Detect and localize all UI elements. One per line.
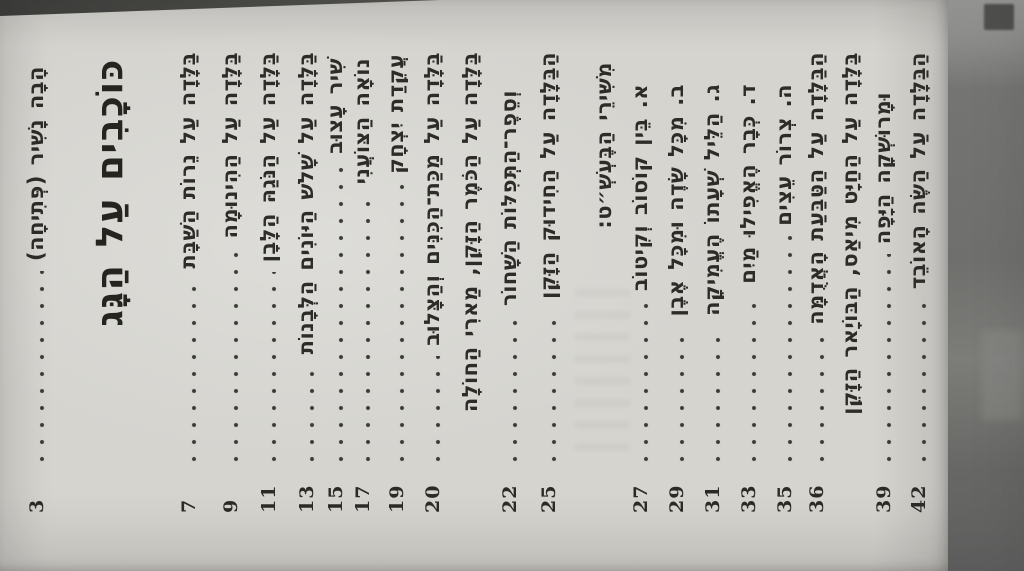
dot-leader [504, 315, 520, 463]
dot-leader [543, 308, 559, 463]
toc-entry: בַּלָּדָה עַל הַכֹּמֶר הַזָּקֵן, מַארִי … [458, 44, 482, 513]
toc-entry-label: בַּלָּדָה עַל הַחַיָּט מִיאַס, הַבּוֹיָא… [838, 52, 862, 415]
dot-leader [391, 183, 407, 463]
page-number: 36 [806, 484, 828, 513]
dot-leader [427, 355, 443, 463]
toc-entry: וְסֵפֶר־הַתְּפִלּוֹת הַשָּׁחוֹר 22 [497, 44, 521, 513]
table-of-contents: הָבָה נָשִׁיר (פְּתִיחָה) 3 כּוֹכָבִים עַל… [0, 8, 1024, 571]
page-number: 27 [630, 484, 652, 513]
dot-leader [357, 194, 373, 463]
dot-leader [671, 326, 687, 463]
backdrop-dark-patch [984, 4, 1014, 30]
page-number: 39 [873, 484, 895, 513]
toc-entry-label: ג. הַלֵּיל שְׁעָתוֹ הֶעֱמִיקָה [700, 84, 724, 316]
toc-entry-label: וּמָרוּשְׁקָה הַיָּפָה [871, 92, 895, 245]
toc-entry: הָבָה נָשִׁיר (פְּתִיחָה) 3 [24, 44, 48, 513]
page-number: 17 [352, 484, 374, 513]
toc-entry-label: בַּלָּדָה עַל נֵרוֹת הַשַּׁבָּת [176, 52, 200, 269]
dot-leader [330, 163, 346, 463]
page-number: 42 [908, 484, 930, 513]
toc-entry: א. בֵּין קוֹסוֹב וְקִיטוֹב 27 [628, 44, 652, 513]
toc-entry-label: הָבָה נָשִׁיר (פְּתִיחָה) [24, 66, 48, 261]
dot-leader [635, 301, 651, 463]
toc-entry-label: בַּלָּדָה עַל הַנֹּגַהּ הַלָּבָן [256, 52, 280, 263]
toc-entry-label: בַּלָּדָה עַל שָׁלֹשׁ הַיּוֹנִים הַלְּבָ… [294, 52, 318, 355]
page-number: 22 [499, 484, 521, 513]
toc-entry: בַּלָּדָה עַל שָׁלֹשׁ הַיּוֹנִים הַלְּבָ… [294, 44, 318, 513]
dot-leader [225, 248, 241, 463]
toc-entry-label: נוֹאָה הַצּוֹעֲנִי [350, 58, 374, 185]
page-number: 31 [702, 484, 724, 513]
toc-entry: ב. מִכָּל שָׂדֶה וּמִכָּל אֶבֶן 29 [664, 44, 688, 513]
toc-entry-label: בַּלָּדָה עַל הַהִינוּמָה [218, 52, 242, 239]
toc-entry-label: מִשִּׁירֵי הַבֶּעְשְׁ״ט: [592, 62, 616, 229]
toc-entry-label: עֲקֵדַת יִצְחָק [384, 54, 408, 174]
dot-leader [878, 254, 894, 463]
page-number: 7 [178, 498, 200, 513]
page-number: 19 [386, 484, 408, 513]
toc-entry-label: בַּלָּדָה עַל הַכֹּמֶר הַזָּקֵן, מַארִי … [458, 52, 482, 413]
dot-leader [183, 278, 199, 463]
toc-entry: הַבַּלָּדָה עַל הַחִידוּק הַזָּקֵן 25 [536, 44, 560, 513]
toc-entry: הַבַּלָּדָה עַל הַשֶּׂה הָאוֹבֵד 42 [906, 44, 930, 513]
page-number: 13 [296, 484, 318, 513]
toc-entry-label: ד. כְּבָר הֶאֱפִילוּ מַיִם [736, 84, 760, 284]
toc-entry-label: שִׁיר עָצוּב [323, 58, 347, 154]
toc-entry: בַּלָּדָה עַל מַכַּת־הַכִּנִּים וְהַצָּל… [420, 44, 444, 513]
photo-backdrop [948, 0, 1024, 571]
dot-leader [913, 299, 929, 463]
toc-entry: שִׁיר עָצוּב 15 [323, 44, 347, 513]
toc-entry-label: ה. צְרוֹר עֵצִים [772, 84, 796, 226]
toc-entry-label: הַבַּלָּדָה עַל הַשֶּׂה הָאוֹבֵד [906, 52, 930, 290]
section-title-text: כּוֹכָבִים עַל הַגָּג [88, 58, 131, 327]
subsection-header: מִשִּׁירֵי הַבֶּעְשְׁ״ט: [592, 44, 616, 513]
toc-entry: ד. כְּבָר הֶאֱפִילוּ מַיִם 33 [736, 44, 760, 513]
toc-entry-label: וְסֵפֶר־הַתְּפִלּוֹת הַשָּׁחוֹר [497, 90, 521, 306]
toc-entry: ה. צְרוֹר עֵצִים 35 [772, 44, 796, 513]
dot-leader [707, 325, 723, 463]
dot-leader [301, 364, 317, 463]
toc-entry: בַּלָּדָה עַל הַהִינוּמָה 9 [218, 44, 242, 513]
toc-entry-label: ב. מִכָּל שָׂדֶה וּמִכָּל אֶבֶן [664, 84, 688, 317]
backdrop-light-patch [982, 330, 1022, 420]
toc-entry: נוֹאָה הַצּוֹעֲנִי 17 [350, 44, 374, 513]
toc-entry: בַּלָּדָה עַל הַנֹּגַהּ הַלָּבָן 11 [256, 44, 280, 513]
toc-entry-label: בַּלָּדָה עַל מַכַּת־הַכִּנִּים וְהַצָּל… [420, 52, 444, 346]
page-number: 25 [538, 484, 560, 513]
toc-entry: הַבַּלָּדָה עַל הַטַּבַּעַת הָאֲדֻמָּה 36 [804, 44, 828, 513]
section-title: כּוֹכָבִים עַל הַגָּג [88, 44, 131, 513]
toc-entry: עֲקֵדַת יִצְחָק 19 [384, 44, 408, 513]
dot-leader [811, 334, 827, 463]
page-number: 15 [325, 484, 347, 513]
page-number: 29 [666, 484, 688, 513]
page-number: 9 [220, 498, 242, 513]
page-number: 33 [738, 484, 760, 513]
toc-entry: וּמָרוּשְׁקָה הַיָּפָה 39 [871, 44, 895, 513]
page-number: 3 [26, 498, 48, 513]
toc-entry: ג. הַלֵּיל שְׁעָתוֹ הֶעֱמִיקָה 31 [700, 44, 724, 513]
dot-leader [263, 272, 279, 463]
dot-leader [743, 293, 759, 463]
toc-entry: בַּלָּדָה עַל הַחַיָּט מִיאַס, הַבּוֹיָא… [838, 44, 862, 513]
dot-leader [31, 270, 47, 463]
page-number: 20 [422, 484, 444, 513]
page-number: 35 [774, 484, 796, 513]
page-number: 11 [258, 484, 280, 513]
toc-entry: בַּלָּדָה עַל נֵרוֹת הַשַּׁבָּת 7 [176, 44, 200, 513]
dot-leader [779, 235, 795, 463]
toc-entry-label: א. בֵּין קוֹסוֹב וְקִיטוֹב [628, 84, 652, 291]
toc-entry-label: הַבַּלָּדָה עַל הַחִידוּק הַזָּקֵן [536, 52, 560, 299]
toc-entry-label: הַבַּלָּדָה עַל הַטַּבַּעַת הָאֲדֻמָּה [804, 52, 828, 325]
